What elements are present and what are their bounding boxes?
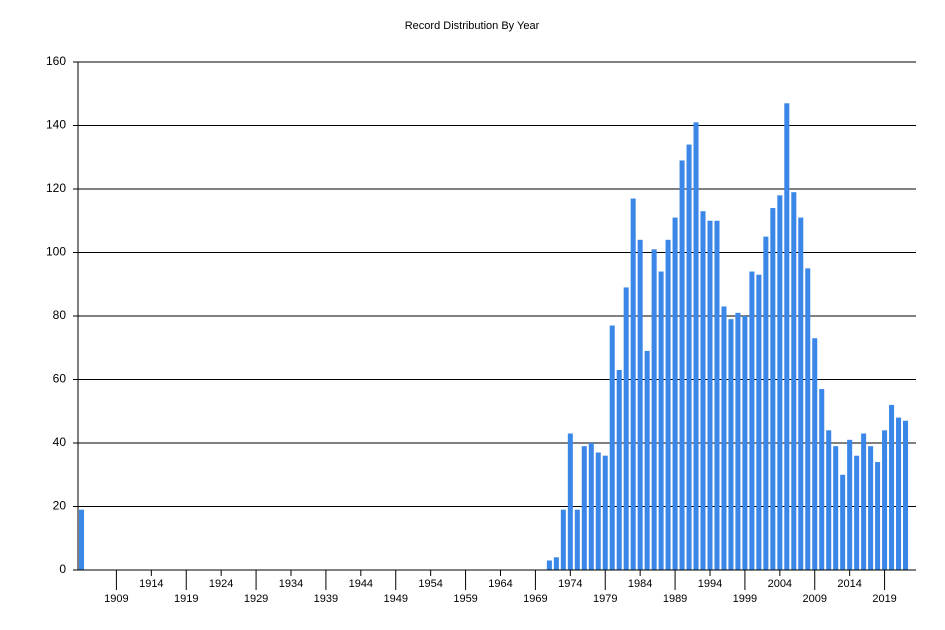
bar: [609, 325, 615, 570]
x-tick-label: 1939: [314, 593, 338, 605]
bar: [889, 404, 895, 570]
x-tick-label: 1914: [139, 578, 163, 590]
x-tick-label: 1949: [383, 593, 407, 605]
bar: [791, 192, 797, 571]
bar: [630, 198, 636, 570]
x-tick-label: 2014: [837, 578, 861, 590]
x-tick-label: 1954: [418, 578, 442, 590]
bar: [756, 274, 762, 570]
y-tick-label: 40: [53, 435, 67, 449]
chart-title: Record Distribution By Year: [405, 20, 540, 32]
x-tick-label: 2009: [802, 593, 826, 605]
bar: [840, 474, 846, 570]
bar: [749, 271, 755, 570]
bar: [567, 433, 573, 570]
bar: [707, 220, 713, 570]
bar: [861, 433, 867, 570]
bar: [546, 560, 552, 570]
bar: [595, 452, 601, 570]
bar: [903, 420, 909, 570]
bar: [553, 557, 559, 570]
bar: [763, 236, 769, 570]
bar: [658, 271, 664, 570]
bar: [770, 208, 776, 571]
x-tick-label: 1999: [733, 593, 757, 605]
bar: [623, 287, 629, 570]
y-tick-label: 100: [46, 245, 66, 259]
bar: [602, 455, 608, 570]
y-tick-label: 80: [53, 308, 67, 322]
x-tick-label: 1934: [279, 578, 303, 590]
x-tick-label: 1929: [244, 593, 268, 605]
bar: [637, 239, 643, 571]
x-tick-label: 1924: [209, 578, 233, 590]
x-tick-label: 1964: [488, 578, 512, 590]
bar: [777, 195, 783, 570]
bar: [78, 509, 85, 570]
bar: [805, 268, 811, 570]
bar: [875, 462, 881, 570]
bar: [574, 509, 580, 570]
y-tick-label: 120: [46, 181, 66, 195]
bar: [812, 338, 818, 570]
x-tick-label: 1974: [558, 578, 582, 590]
y-tick-label: 20: [53, 499, 67, 513]
bar: [714, 220, 720, 570]
bar: [847, 439, 853, 570]
bar: [679, 160, 685, 571]
bar: [735, 312, 741, 570]
y-tick-label: 0: [59, 562, 66, 576]
bar: [581, 446, 587, 570]
bar: [868, 446, 874, 570]
x-tick-label: 1919: [174, 593, 198, 605]
x-tick-label: 2004: [768, 578, 792, 590]
x-tick-label: 1959: [453, 593, 477, 605]
bar: [742, 316, 748, 570]
bar: [616, 369, 622, 570]
bar: [882, 430, 888, 570]
x-tick-label: 1909: [104, 593, 128, 605]
bar: [819, 389, 825, 570]
bar: [693, 122, 699, 570]
bar: [721, 306, 727, 570]
y-tick-label: 140: [46, 118, 66, 132]
bar: [665, 239, 671, 571]
bar: [588, 443, 594, 570]
x-tick-label: 1994: [698, 578, 722, 590]
bar: [826, 430, 832, 570]
bar: [644, 350, 650, 570]
bar: [896, 417, 902, 570]
x-tick-label: 2019: [872, 593, 896, 605]
x-tick-label: 1989: [663, 593, 687, 605]
bar: [784, 103, 790, 571]
x-tick-label: 1944: [349, 578, 373, 590]
bar: [700, 211, 706, 570]
bar: [798, 217, 804, 570]
bar: [672, 217, 678, 570]
bar: [651, 249, 657, 570]
bar: [833, 446, 839, 570]
bar: [560, 509, 566, 570]
bar: [854, 455, 860, 570]
y-tick-label: 160: [46, 54, 66, 68]
x-tick-label: 1984: [628, 578, 652, 590]
bar: [728, 319, 734, 570]
x-tick-label: 1979: [593, 593, 617, 605]
bar: [686, 144, 692, 571]
y-tick-label: 60: [53, 372, 67, 386]
x-tick-label: 1969: [523, 593, 547, 605]
